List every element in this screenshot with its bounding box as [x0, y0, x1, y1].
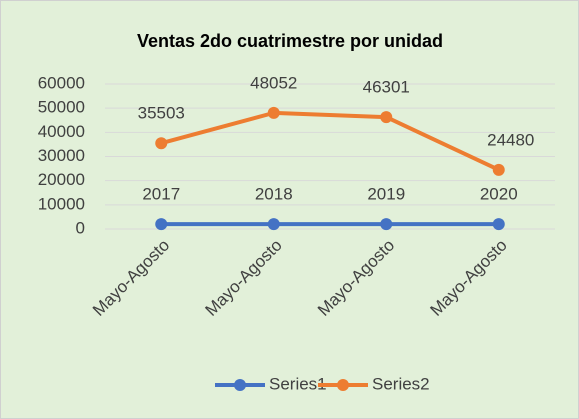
data-label: 2018: [255, 185, 293, 204]
data-point: [380, 111, 393, 124]
legend-label: Series2: [372, 374, 430, 393]
data-label: 46301: [363, 78, 410, 97]
legend-marker: [337, 379, 349, 391]
data-point: [267, 106, 280, 119]
data-point: [492, 163, 505, 176]
y-tick-label: 0: [76, 218, 85, 237]
data-label: 24480: [487, 130, 534, 149]
data-point: [155, 218, 168, 231]
data-label: 2017: [142, 185, 180, 204]
y-tick-label: 40000: [38, 122, 85, 141]
data-point: [267, 218, 280, 231]
legend-marker: [234, 379, 246, 391]
y-tick-label: 30000: [38, 146, 85, 165]
data-label: 35503: [138, 104, 185, 123]
y-tick-label: 20000: [38, 170, 85, 189]
data-point: [380, 218, 393, 231]
y-tick-label: 10000: [38, 194, 85, 213]
data-point: [492, 218, 505, 231]
legend-label: Series1: [269, 374, 327, 393]
chart-title: Ventas 2do cuatrimestre por unidad: [137, 31, 443, 51]
data-label: 48052: [250, 73, 297, 92]
data-label: 2020: [480, 185, 518, 204]
series-line: [160, 110, 500, 172]
y-tick-label: 60000: [38, 73, 85, 92]
data-label: 2019: [367, 185, 405, 204]
y-tick-label: 50000: [38, 98, 85, 117]
data-point: [155, 137, 168, 150]
